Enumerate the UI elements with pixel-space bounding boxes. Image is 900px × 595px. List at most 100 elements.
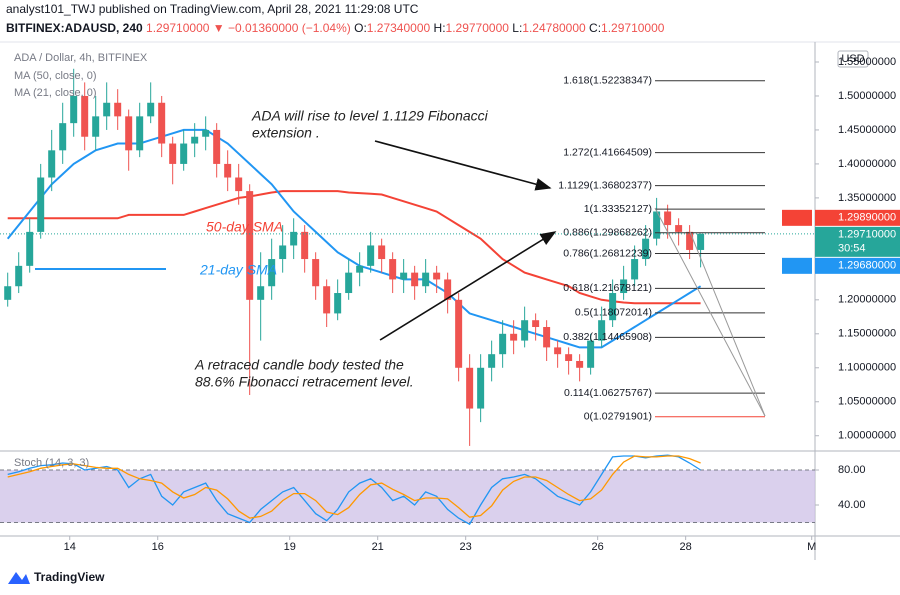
quote-line: BITFINEX:ADAUSD, 240 1.29710000 ▼ −0.013… — [6, 21, 665, 35]
annotation: A retraced candle body tested the — [194, 357, 404, 373]
candle-body — [510, 333, 518, 341]
candle-body — [367, 245, 375, 266]
change: ▼ −0.01360000 (−1.04%) — [213, 21, 351, 35]
candle-body — [631, 259, 639, 280]
candle-body — [103, 102, 111, 117]
symbol: BITFINEX:ADAUSD, 240 — [6, 21, 143, 35]
candle-body — [4, 286, 12, 300]
annotation: ADA will rise to level 1.1129 Fibonacci — [251, 108, 489, 124]
fib-label: 0.618(1.21678121) — [563, 282, 652, 294]
candle-body — [147, 102, 155, 117]
x-tick-label: M — [807, 541, 816, 553]
arrow — [374, 140, 552, 191]
fib-label: 1.272(1.41664509) — [563, 146, 652, 158]
x-tick-label: 16 — [152, 541, 164, 553]
fib-label: 0(1.02791901) — [584, 411, 652, 423]
fib-label: 1(1.33352127) — [584, 203, 652, 215]
x-tick-label: 21 — [372, 541, 384, 553]
candle-body — [620, 279, 628, 294]
candle-body — [477, 367, 485, 409]
stoch-pane — [0, 454, 815, 526]
legend-title: ADA / Dollar, 4h, BITFINEX — [14, 52, 148, 64]
candle-body — [488, 354, 496, 368]
candle-body — [576, 360, 584, 368]
candle-body — [235, 177, 243, 192]
candle-body — [444, 279, 452, 300]
arrow — [379, 231, 557, 341]
candle-body — [70, 95, 78, 124]
candle-body — [664, 211, 672, 226]
y-tick-label: 1.20000000 — [838, 294, 896, 306]
fib-label: 1.618(1.52238347) — [563, 75, 652, 87]
candle-body — [697, 233, 705, 250]
y-tick-label: 1.15000000 — [838, 328, 896, 340]
quote-tag — [782, 209, 812, 226]
candle-body — [202, 129, 210, 137]
series-line — [7, 190, 701, 305]
candle-body — [356, 265, 364, 273]
candle-body — [554, 347, 562, 355]
x-tick-label: 14 — [64, 541, 76, 553]
x-tick-label: 23 — [460, 541, 472, 553]
candle-body — [499, 333, 507, 355]
y-tick-label: 40.00 — [838, 499, 866, 511]
candle-body — [213, 129, 221, 164]
y-tick-label: 1.55000000 — [838, 56, 896, 68]
candle-body — [180, 143, 188, 164]
ohlc-value: 1.27340000 — [367, 21, 431, 35]
candle-body — [466, 367, 474, 409]
quote-label: 1.29680000 — [838, 260, 896, 272]
ohlc-label: O: — [354, 21, 367, 35]
candle-body — [224, 163, 232, 178]
y-tick-label: 1.45000000 — [838, 124, 896, 136]
candle-body — [191, 136, 199, 144]
candle-body — [422, 272, 430, 287]
ohlc-value: 1.29710000 — [601, 21, 665, 35]
author-line: analyst101_TWJ published on TradingView.… — [6, 2, 419, 16]
brand: TradingView — [34, 570, 105, 584]
candle-body — [15, 265, 23, 287]
y-tick-label: 1.00000000 — [838, 430, 896, 442]
candle-body — [642, 238, 650, 260]
fib-label: 1.1129(1.36802377) — [558, 179, 652, 191]
ohlc-label: H: — [434, 21, 446, 35]
candle-body — [455, 299, 463, 368]
candle-body — [543, 327, 551, 348]
ohlc-label: L: — [512, 21, 522, 35]
candle-body — [532, 320, 540, 328]
candle-body — [653, 211, 661, 239]
candle-body — [92, 116, 100, 137]
candle-body — [290, 231, 298, 246]
candle-body — [257, 286, 265, 300]
quote-label: 1.29710000 — [838, 229, 896, 241]
quote-box — [815, 226, 900, 257]
candle-body — [675, 225, 683, 232]
fib-trend — [654, 207, 766, 417]
ohlc-label: C: — [589, 21, 601, 35]
candle-body — [158, 102, 166, 144]
ohlc-value: 1.24780000 — [522, 21, 586, 35]
candle-body — [378, 245, 386, 260]
candle-body — [48, 150, 56, 178]
series-line — [6, 128, 702, 349]
candle-body — [169, 143, 177, 164]
x-tick-label: 26 — [592, 541, 604, 553]
y-tick-label: 1.35000000 — [838, 192, 896, 204]
candle-body — [587, 340, 595, 368]
fib-label: 0.886(1.29868262) — [563, 227, 652, 239]
candle-body — [136, 116, 144, 151]
series-line — [7, 454, 701, 526]
candle-body — [114, 102, 122, 117]
candle-body — [323, 286, 331, 314]
x-tick-label: 19 — [284, 541, 296, 553]
candle-body — [609, 293, 617, 321]
fib-trend — [689, 231, 766, 417]
candle-body — [279, 245, 287, 260]
legend-entry: MA (50, close, 0) — [14, 70, 97, 82]
candle-body — [389, 259, 397, 280]
currency-box[interactable] — [837, 50, 869, 68]
candle-body — [521, 320, 529, 341]
candle-body — [411, 272, 419, 287]
candle-body — [433, 272, 441, 280]
ohlc-value: 1.29770000 — [446, 21, 510, 35]
